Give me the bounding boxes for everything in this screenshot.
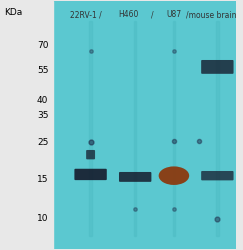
Bar: [134, 21, 136, 236]
Text: 25: 25: [37, 138, 48, 147]
FancyBboxPatch shape: [86, 150, 95, 159]
Bar: [1, 2, 53, 248]
Text: 10: 10: [37, 214, 48, 224]
Text: /: /: [151, 10, 154, 19]
FancyBboxPatch shape: [201, 171, 234, 180]
Point: [172, 139, 176, 143]
Point: [89, 49, 93, 53]
Point: [172, 49, 176, 53]
Text: 22RV-1 /: 22RV-1 /: [70, 10, 102, 19]
Text: 35: 35: [37, 110, 48, 120]
Point: [197, 139, 200, 143]
Text: 55: 55: [37, 66, 48, 75]
Bar: [53, 2, 236, 248]
Text: H460: H460: [118, 10, 138, 19]
Bar: [89, 21, 92, 236]
Point: [215, 217, 219, 221]
FancyBboxPatch shape: [74, 169, 107, 180]
Point: [89, 140, 93, 144]
FancyBboxPatch shape: [201, 60, 234, 74]
Ellipse shape: [159, 166, 189, 185]
Text: 40: 40: [37, 96, 48, 105]
Text: 15: 15: [37, 175, 48, 184]
Text: 70: 70: [37, 42, 48, 50]
Point: [172, 207, 176, 211]
Text: /mouse brain: /mouse brain: [186, 10, 237, 19]
Bar: [216, 21, 218, 236]
FancyBboxPatch shape: [119, 172, 151, 182]
Text: U87: U87: [166, 10, 182, 19]
Bar: [173, 21, 175, 236]
Point: [133, 207, 137, 211]
Text: KDa: KDa: [4, 8, 22, 16]
